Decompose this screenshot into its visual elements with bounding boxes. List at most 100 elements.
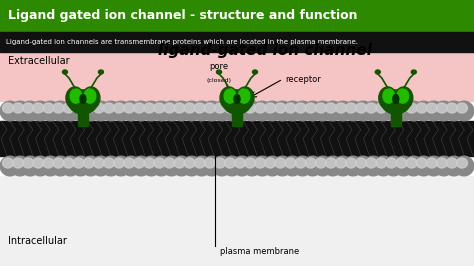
Ellipse shape: [346, 103, 356, 113]
Ellipse shape: [2, 158, 13, 168]
Ellipse shape: [84, 89, 96, 103]
Ellipse shape: [103, 103, 114, 113]
Ellipse shape: [63, 70, 67, 74]
Ellipse shape: [238, 89, 250, 103]
Ellipse shape: [303, 156, 322, 176]
Ellipse shape: [111, 156, 131, 176]
Ellipse shape: [382, 90, 410, 114]
Ellipse shape: [162, 101, 181, 121]
Ellipse shape: [224, 89, 236, 103]
Ellipse shape: [375, 70, 380, 74]
Ellipse shape: [364, 101, 383, 121]
Ellipse shape: [53, 103, 64, 113]
Ellipse shape: [144, 158, 155, 168]
Ellipse shape: [202, 156, 221, 176]
Ellipse shape: [13, 158, 24, 168]
Ellipse shape: [333, 156, 353, 176]
Ellipse shape: [343, 101, 363, 121]
Ellipse shape: [444, 101, 464, 121]
Ellipse shape: [395, 87, 413, 109]
Ellipse shape: [71, 101, 91, 121]
Text: (closed): (closed): [207, 78, 231, 83]
Ellipse shape: [131, 156, 151, 176]
Ellipse shape: [444, 156, 464, 176]
Ellipse shape: [253, 156, 272, 176]
Ellipse shape: [366, 158, 377, 168]
Ellipse shape: [194, 103, 205, 113]
Ellipse shape: [154, 103, 165, 113]
Ellipse shape: [394, 156, 413, 176]
Ellipse shape: [305, 103, 316, 113]
Ellipse shape: [275, 158, 286, 168]
Ellipse shape: [397, 89, 409, 103]
Ellipse shape: [212, 101, 232, 121]
Ellipse shape: [182, 156, 201, 176]
Ellipse shape: [414, 101, 433, 121]
Ellipse shape: [424, 101, 444, 121]
Ellipse shape: [325, 158, 337, 168]
Ellipse shape: [253, 70, 257, 74]
Ellipse shape: [336, 103, 346, 113]
Ellipse shape: [275, 103, 286, 113]
Ellipse shape: [325, 103, 337, 113]
Ellipse shape: [61, 101, 80, 121]
Ellipse shape: [204, 158, 215, 168]
Ellipse shape: [66, 87, 84, 109]
Ellipse shape: [113, 158, 125, 168]
Ellipse shape: [162, 156, 181, 176]
Text: pore: pore: [210, 62, 228, 71]
Ellipse shape: [263, 156, 282, 176]
Ellipse shape: [293, 156, 312, 176]
Ellipse shape: [51, 156, 70, 176]
Ellipse shape: [285, 103, 296, 113]
Ellipse shape: [305, 158, 316, 168]
Ellipse shape: [225, 103, 236, 113]
Bar: [391, 106, 401, 126]
Ellipse shape: [336, 158, 346, 168]
Ellipse shape: [30, 156, 50, 176]
Ellipse shape: [386, 103, 397, 113]
Ellipse shape: [374, 156, 393, 176]
Ellipse shape: [315, 158, 326, 168]
Ellipse shape: [33, 103, 44, 113]
Ellipse shape: [61, 156, 80, 176]
Ellipse shape: [141, 156, 161, 176]
Ellipse shape: [192, 101, 211, 121]
Ellipse shape: [437, 158, 447, 168]
Ellipse shape: [411, 70, 416, 74]
Ellipse shape: [295, 158, 306, 168]
Ellipse shape: [111, 101, 131, 121]
Ellipse shape: [303, 101, 322, 121]
Ellipse shape: [93, 103, 104, 113]
Ellipse shape: [184, 158, 195, 168]
Ellipse shape: [152, 156, 171, 176]
Ellipse shape: [383, 156, 403, 176]
Ellipse shape: [376, 103, 387, 113]
Ellipse shape: [214, 158, 225, 168]
Ellipse shape: [404, 156, 423, 176]
Ellipse shape: [235, 103, 246, 113]
Ellipse shape: [396, 158, 407, 168]
Ellipse shape: [236, 87, 254, 109]
Text: plasma membrane: plasma membrane: [220, 247, 299, 256]
Ellipse shape: [253, 101, 272, 121]
Ellipse shape: [323, 101, 343, 121]
Ellipse shape: [73, 158, 84, 168]
Ellipse shape: [134, 158, 145, 168]
Ellipse shape: [456, 103, 467, 113]
Ellipse shape: [174, 103, 185, 113]
Ellipse shape: [71, 156, 91, 176]
Ellipse shape: [353, 101, 373, 121]
Ellipse shape: [80, 94, 86, 103]
Ellipse shape: [2, 103, 13, 113]
Ellipse shape: [416, 103, 427, 113]
Ellipse shape: [424, 156, 444, 176]
Ellipse shape: [101, 156, 121, 176]
Ellipse shape: [69, 90, 97, 114]
Ellipse shape: [23, 103, 34, 113]
Ellipse shape: [356, 103, 366, 113]
Ellipse shape: [245, 158, 255, 168]
Ellipse shape: [234, 94, 240, 103]
Ellipse shape: [273, 101, 292, 121]
Ellipse shape: [10, 156, 30, 176]
